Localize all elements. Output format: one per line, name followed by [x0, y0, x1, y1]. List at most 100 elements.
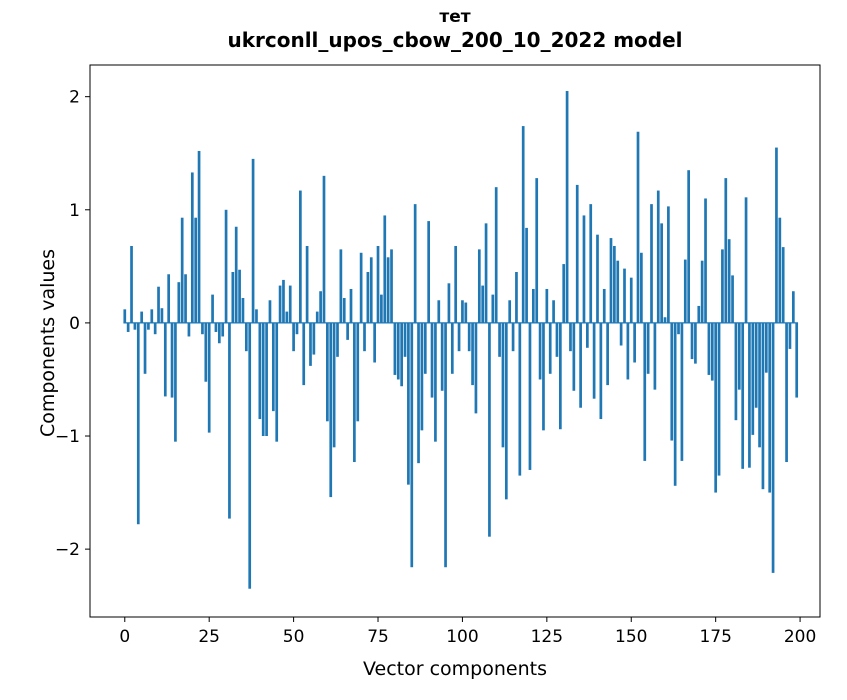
bar — [687, 170, 690, 323]
bar — [775, 147, 778, 323]
bar — [511, 322, 515, 352]
bar — [724, 178, 728, 323]
bar — [778, 217, 782, 323]
bar — [444, 322, 447, 568]
bar — [515, 272, 518, 323]
bar — [147, 322, 150, 330]
bar — [714, 322, 718, 493]
plot-border — [89, 64, 821, 618]
bar — [650, 204, 653, 323]
bar — [781, 247, 785, 323]
bar — [130, 245, 133, 323]
bar — [427, 221, 431, 323]
bar — [694, 322, 697, 364]
y-tick-label: −1 — [55, 427, 80, 447]
bar — [403, 322, 407, 357]
bar — [680, 322, 684, 461]
chart-subtitle: ukrconll_upos_cbow_200_10_2022 model — [227, 28, 683, 52]
bar — [234, 226, 238, 323]
bar — [231, 272, 235, 323]
bar — [143, 322, 147, 374]
bar — [494, 187, 498, 323]
bar — [707, 322, 711, 375]
bar — [346, 322, 349, 340]
bar — [552, 300, 555, 323]
bar — [376, 245, 380, 323]
bar — [241, 298, 245, 323]
bar — [734, 322, 738, 421]
bar — [140, 311, 144, 323]
bar — [396, 322, 400, 380]
bar — [633, 322, 636, 363]
bar — [670, 322, 674, 441]
bar — [417, 322, 420, 464]
y-tick-label: −2 — [55, 540, 80, 560]
bar — [768, 322, 772, 493]
bar — [504, 322, 508, 500]
bar — [613, 245, 616, 323]
x-tick-label: 200 — [784, 627, 816, 647]
bar — [579, 322, 582, 408]
x-tick-label: 125 — [531, 627, 563, 647]
bar — [663, 317, 667, 323]
bar — [538, 322, 542, 380]
bar — [386, 257, 390, 323]
bar — [157, 286, 160, 323]
bar — [727, 239, 731, 323]
bar — [302, 322, 306, 386]
bar — [275, 322, 279, 442]
bar — [373, 322, 376, 363]
bar — [353, 322, 356, 463]
bar — [673, 322, 677, 486]
bar — [457, 322, 461, 352]
bar — [737, 322, 741, 390]
y-tick-label: 1 — [69, 201, 80, 221]
bar — [450, 322, 454, 374]
bar — [474, 322, 478, 414]
bar — [582, 215, 586, 323]
bar — [228, 322, 231, 519]
bar — [660, 223, 663, 323]
bar — [744, 197, 748, 323]
bar — [788, 322, 792, 349]
bar — [599, 322, 603, 420]
bar — [704, 198, 707, 323]
bar — [643, 322, 647, 461]
bar — [484, 223, 488, 323]
bar — [190, 172, 194, 323]
bar — [653, 322, 657, 390]
bar — [255, 309, 258, 323]
bar — [741, 322, 745, 469]
x-tick-label: 0 — [119, 627, 130, 647]
bar — [542, 322, 545, 431]
bar — [174, 322, 177, 442]
x-tick-label: 25 — [198, 627, 220, 647]
bar — [656, 190, 660, 323]
bar — [393, 322, 397, 375]
bar — [437, 300, 441, 323]
bar — [467, 322, 471, 352]
bar — [731, 275, 734, 323]
y-tick-label: 2 — [69, 88, 80, 108]
bar — [606, 322, 609, 386]
bar — [180, 217, 184, 323]
bar — [305, 245, 309, 323]
bar — [697, 305, 701, 323]
bar — [258, 322, 262, 420]
bar — [197, 150, 201, 323]
bar — [710, 322, 714, 381]
bar — [214, 322, 218, 332]
bar — [690, 322, 694, 360]
bar — [150, 309, 154, 323]
bar — [251, 158, 255, 323]
bar — [285, 311, 289, 323]
bar — [278, 285, 282, 323]
bar — [464, 302, 468, 323]
bar — [423, 322, 427, 374]
bar — [238, 269, 241, 323]
bar — [586, 322, 589, 348]
bar — [758, 322, 761, 448]
bar — [126, 322, 130, 332]
bar — [477, 249, 481, 323]
bar — [626, 322, 630, 380]
